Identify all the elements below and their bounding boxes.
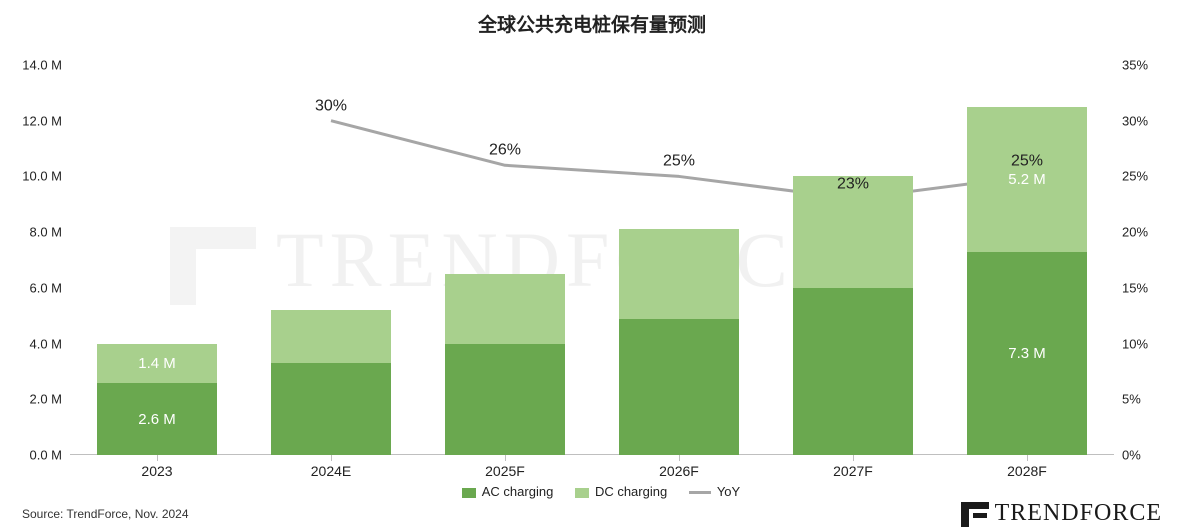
y-right-tick-label: 35% [1122,58,1162,73]
source-text: Source: TrendForce, Nov. 2024 [22,507,189,521]
bar-dc [445,274,565,344]
legend-label-ac: AC charging [482,484,554,499]
bar-ac [619,319,739,456]
x-category-label: 2027F [766,463,940,479]
x-tick [1027,455,1028,461]
bar-dc [271,310,391,363]
y-left-tick-label: 0.0 M [10,448,62,463]
y-left-tick-label: 8.0 M [10,225,62,240]
bar-dc [619,229,739,318]
y-right-tick-label: 10% [1122,336,1162,351]
x-tick [157,455,158,461]
x-tick [505,455,506,461]
x-category-label: 2028F [940,463,1114,479]
yoy-point-label: 25% [663,153,695,171]
y-left-tick-label: 6.0 M [10,280,62,295]
y-left-tick-label: 14.0 M [10,58,62,73]
legend: AC charging DC charging YoY [0,484,1184,499]
brand: TRENDFORCE [961,499,1162,527]
bar-label-dc: 5.2 M [967,171,1087,188]
yoy-point-label: 30% [315,97,347,115]
x-tick [853,455,854,461]
watermark-logo-icon [170,215,260,305]
x-tick [331,455,332,461]
yoy-point-label: 23% [837,175,869,193]
bar-label-ac: 2.6 M [97,411,217,428]
bar-label-dc: 1.4 M [97,355,217,372]
bar-ac [271,363,391,455]
y-right-tick-label: 20% [1122,225,1162,240]
y-left-tick-label: 2.0 M [10,392,62,407]
y-right-tick-label: 15% [1122,280,1162,295]
x-category-label: 2026F [592,463,766,479]
brand-logo-icon [961,499,989,527]
x-category-label: 2023 [70,463,244,479]
y-left-tick-label: 12.0 M [10,113,62,128]
legend-swatch-ac [462,488,476,498]
legend-label-yoy: YoY [717,484,740,499]
x-axis-line [70,454,1114,455]
y-left-tick-label: 10.0 M [10,169,62,184]
bar-ac [793,288,913,455]
y-right-tick-label: 30% [1122,113,1162,128]
x-category-label: 2025F [418,463,592,479]
yoy-point-label: 25% [1011,153,1043,171]
legend-swatch-dc [575,488,589,498]
x-category-label: 2024E [244,463,418,479]
chart-title: 全球公共充电桩保有量预测 [0,10,1184,37]
bar-ac [445,344,565,455]
bar-label-ac: 7.3 M [967,345,1087,362]
x-tick [679,455,680,461]
y-right-tick-label: 0% [1122,448,1162,463]
y-right-tick-label: 25% [1122,169,1162,184]
legend-label-dc: DC charging [595,484,667,499]
plot-area: TRENDFORCE 0.0 M2.0 M4.0 M6.0 M8.0 M10.0… [70,65,1114,455]
brand-text: TRENDFORCE [995,500,1162,527]
yoy-point-label: 26% [489,142,521,160]
y-left-tick-label: 4.0 M [10,336,62,351]
y-right-tick-label: 5% [1122,392,1162,407]
yoy-line [70,65,1114,455]
legend-line-yoy [689,491,711,494]
